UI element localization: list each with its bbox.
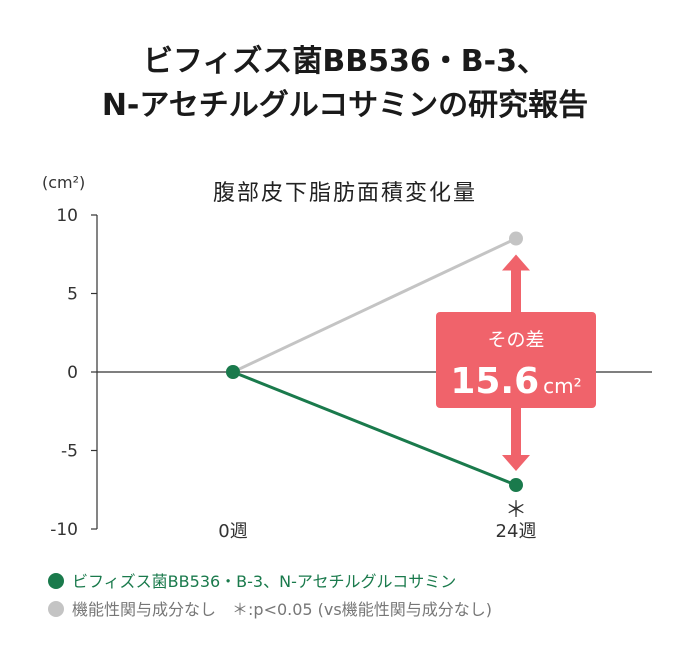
difference-arrow-head-up: [502, 254, 530, 271]
difference-value: 15.6 cm²: [450, 361, 581, 402]
legend-item-treatment: ビフィズス菌BB536・B-3、N-アセチルグルコサミン: [48, 571, 456, 593]
y-tick-label: -5: [61, 442, 78, 462]
page-title-line2: N-アセチルグルコサミンの研究報告: [101, 88, 589, 123]
y-tick-label: 5: [67, 285, 78, 305]
data-point-0-0: [226, 365, 240, 379]
legend-marker-treatment: [48, 573, 64, 589]
difference-label: その差: [487, 329, 544, 351]
difference-arrow-head-down: [502, 455, 530, 472]
y-tick-label: -10: [50, 520, 78, 540]
data-point-0-1: [509, 478, 523, 493]
y-tick-label: 0: [67, 363, 78, 383]
chart-title: 腹部皮下脂肪面積変化量: [213, 181, 477, 206]
legend-label-treatment: ビフィズス菌BB536・B-3、N-アセチルグルコサミン: [72, 572, 457, 591]
x-tick-label: 0週: [218, 521, 247, 542]
series-line-0: [232, 370, 517, 487]
legend-marker-control: [48, 601, 64, 617]
significance-marker: ＊: [505, 498, 527, 523]
legend-label-control: 機能性関与成分なし: [72, 600, 217, 619]
difference-box: [436, 312, 596, 408]
significance-note: ＊:p<0.05 (vs機能性関与成分なし): [232, 600, 492, 619]
series-line-1: [232, 237, 517, 374]
x-tick-label: 24週: [496, 521, 537, 542]
data-point-1-1: [509, 231, 523, 246]
legend-item-control: 機能性関与成分なし ＊:p<0.05 (vs機能性関与成分なし): [48, 599, 492, 621]
y-tick-label: 10: [56, 206, 78, 226]
page-title-line1: ビフィズス菌BB536・B-3、: [143, 44, 547, 79]
y-unit-label: (cm²): [42, 173, 85, 192]
